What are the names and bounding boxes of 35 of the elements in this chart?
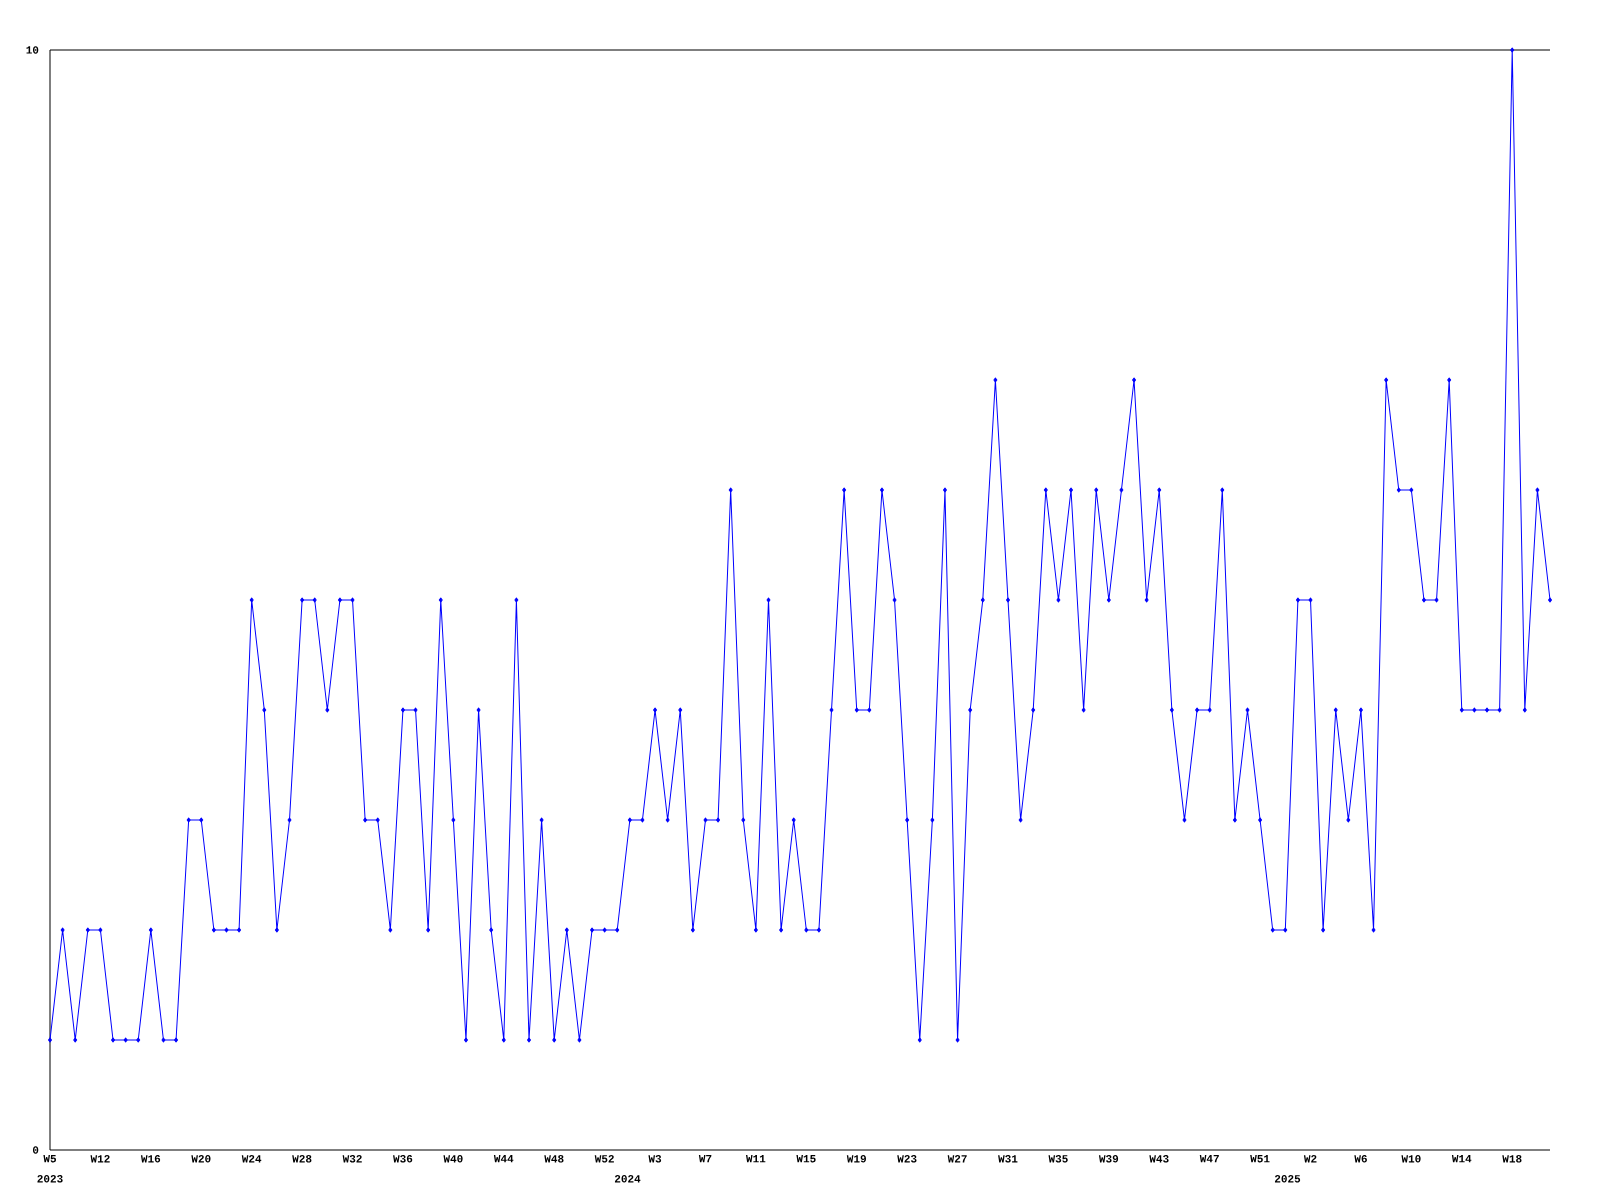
x-tick-label: W48 xyxy=(544,1155,564,1163)
x-tick-label: W16 xyxy=(140,1155,161,1163)
x-tick-label: W11 xyxy=(745,1155,766,1163)
x-tick-label: W27 xyxy=(947,1155,967,1163)
x-tick-label: W40 xyxy=(443,1155,463,1163)
x-tick-label: W2 xyxy=(1303,1155,1317,1163)
x-tick-label: W10 xyxy=(1401,1155,1421,1163)
x-tick-label: W5 xyxy=(43,1155,57,1163)
x-tick-label: W15 xyxy=(796,1155,816,1163)
x-tick-label: W6 xyxy=(1354,1155,1367,1163)
y-tick-label: 10 xyxy=(26,46,39,54)
x-tick-label: W43 xyxy=(1149,1155,1169,1163)
x-tick-label: W31 xyxy=(998,1155,1018,1163)
x-tick-label: W19 xyxy=(846,1155,866,1163)
x-tick-label: W32 xyxy=(342,1155,362,1163)
x-tick-label: W35 xyxy=(1048,1155,1068,1163)
text: 2023 xyxy=(37,1175,63,1183)
x-tick-label: W51 xyxy=(1250,1155,1270,1163)
x-tick-label: W20 xyxy=(191,1155,211,1163)
x-tick-label: W23 xyxy=(897,1155,917,1163)
text: 2024 xyxy=(614,1175,641,1183)
x-tick-label: W28 xyxy=(292,1155,312,1163)
x-tick-label: W12 xyxy=(90,1155,110,1163)
x-tick-label: W24 xyxy=(241,1155,262,1163)
x-tick-label: W18 xyxy=(1502,1155,1522,1163)
y-tick-label: 0 xyxy=(32,1146,39,1154)
text: 2025 xyxy=(1274,1175,1301,1183)
x-tick-label: W14 xyxy=(1451,1155,1472,1163)
x-tick-label: W39 xyxy=(1098,1155,1119,1163)
x-tick-label: W3 xyxy=(648,1155,662,1163)
x-tick-label: W44 xyxy=(493,1155,514,1163)
x-tick-label: W36 xyxy=(393,1155,413,1163)
x-tick-label: W47 xyxy=(1199,1155,1219,1163)
x-tick-label: W52 xyxy=(594,1155,614,1163)
x-tick-label: W7 xyxy=(698,1155,712,1163)
